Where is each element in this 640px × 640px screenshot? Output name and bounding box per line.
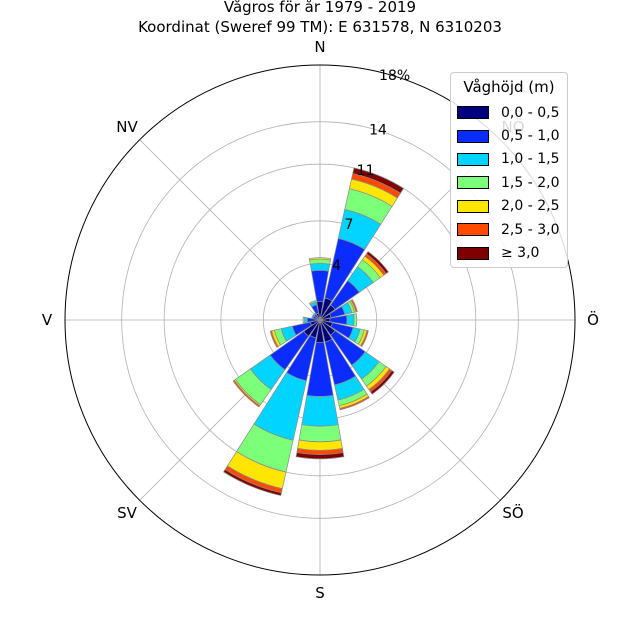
radial-tick-label: 11 (357, 163, 375, 179)
legend-entry: 1,0 - 1,5 (451, 148, 567, 171)
grid-spoke (139, 139, 321, 321)
wedge-N (308, 257, 332, 261)
wedge-NNÖ (352, 167, 404, 194)
legend: Våghöjd (m) 0,0 - 0,5 0,5 - 1,0 1,0 - 1,5 1… (450, 72, 568, 268)
bars (223, 167, 404, 496)
chart-title: Vågros för år 1979 - 2019 (223, 0, 417, 16)
wedge-S (298, 424, 342, 443)
legend-swatch (457, 176, 489, 190)
wedge-NV (312, 312, 317, 317)
wedge-VSV (269, 330, 279, 348)
wedge-Ö (346, 313, 355, 327)
radial-tick-label: 14 (369, 122, 387, 138)
legend-label: 2,0 - 2,5 (501, 198, 560, 215)
radial-tick-label: 7 (345, 217, 354, 233)
legend-entries: 0,0 - 0,5 0,5 - 1,0 1,0 - 1,5 1,5 - 2,0 2,0 … (451, 101, 567, 265)
legend-swatch (457, 106, 489, 120)
legend-title: Våghöjd (m) (463, 78, 555, 96)
direction-label-S: S (315, 584, 325, 602)
wedge-NÖ (365, 251, 389, 275)
wedge-SSÖ (339, 396, 370, 411)
wedge-N (309, 262, 331, 272)
legend-entry: ≥ 3,0 (451, 241, 567, 264)
legend-entry: 1,5 - 2,0 (451, 171, 567, 194)
legend-label: 0,0 - 0,5 (501, 104, 560, 121)
radial-tick-labels: 4 7 11 14 18% (332, 68, 410, 274)
wedge-SV (232, 379, 261, 408)
legend-swatch (457, 223, 489, 237)
radial-tick-label: 18% (379, 68, 410, 84)
legend-label: 2,5 - 3,0 (501, 221, 560, 238)
legend-entry: 0,5 - 1,0 (451, 124, 567, 147)
legend-swatch (457, 152, 489, 166)
direction-label-NV: NV (116, 118, 138, 136)
legend-entry: 2,0 - 2,5 (451, 195, 567, 218)
legend-label: 1,0 - 1,5 (501, 151, 560, 168)
direction-label-SÖ: SÖ (502, 503, 523, 522)
legend-label: 0,5 - 1,0 (501, 128, 560, 145)
wedge-SÖ (370, 370, 395, 395)
wedge-SSV (223, 469, 282, 496)
legend-label: 1,5 - 2,0 (501, 174, 560, 191)
chart-subtitle: Koordinat (Sweref 99 TM): E 631578, N 63… (138, 18, 502, 36)
direction-label-V: V (42, 311, 53, 329)
direction-label-Ö: Ö (587, 310, 599, 329)
wedge-S (301, 394, 339, 427)
direction-label-SV: SV (117, 504, 138, 522)
legend-entry: 2,5 - 3,0 (451, 218, 567, 241)
wedge-S (297, 439, 343, 451)
wedge-ÖSÖ (360, 330, 369, 348)
legend-entry: 0,0 - 0,5 (451, 101, 567, 124)
outer-circle (64, 64, 576, 576)
legend-swatch (457, 129, 489, 143)
wedge-V (302, 316, 306, 324)
wedge-S (295, 452, 345, 460)
legend-label: ≥ 3,0 (501, 245, 540, 262)
wedge-NNV (308, 300, 317, 305)
wedge-Ö (353, 313, 358, 327)
radial-tick-label: 4 (332, 258, 341, 274)
legend-swatch (457, 246, 489, 260)
wedge-ÖNÖ (350, 299, 358, 313)
direction-label-N: N (314, 38, 325, 56)
wedge-VNV (311, 314, 315, 319)
legend-swatch (457, 199, 489, 213)
